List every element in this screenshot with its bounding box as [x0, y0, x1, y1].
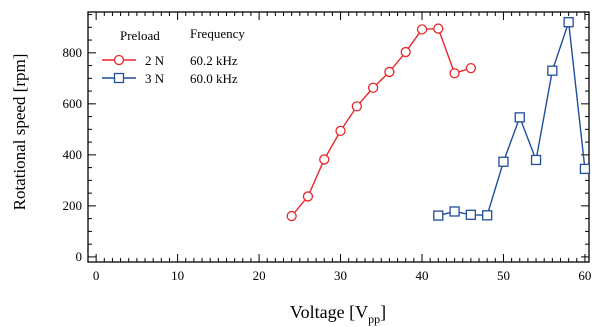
legend: Preload Frequency 2 N 60.2 kHz 3 N 60.0 … — [102, 26, 245, 86]
data-point — [449, 68, 460, 79]
series-line — [438, 21, 586, 217]
data-point — [302, 191, 314, 202]
y-tick-label: 800 — [63, 45, 83, 60]
y-tick-label: 400 — [63, 147, 83, 162]
y-tick-label: 0 — [76, 249, 83, 264]
data-point — [449, 206, 460, 217]
x-axis-label-close: ] — [380, 302, 386, 322]
data-point — [530, 154, 542, 166]
data-point — [384, 66, 395, 78]
data-point — [400, 46, 411, 58]
data-point — [482, 210, 493, 221]
data-point — [498, 156, 509, 167]
data-point — [416, 24, 428, 35]
data-point — [319, 154, 330, 165]
data-point — [286, 210, 297, 222]
data-point — [547, 65, 558, 76]
data-point — [433, 210, 444, 221]
data-point — [465, 62, 477, 74]
legend-series-1-frequency: 60.2 kHz — [190, 53, 238, 68]
x-tick-label: 0 — [93, 268, 100, 283]
x-axis-label: Voltage [Vpp] — [290, 302, 386, 326]
x-tick-label: 40 — [416, 268, 429, 283]
series-line — [291, 27, 472, 217]
data-point — [335, 125, 346, 137]
data-point — [351, 101, 362, 112]
x-axis-label-main: Voltage [V — [290, 302, 368, 322]
x-tick-label: 60 — [578, 268, 591, 283]
x-axis-label-subscript: pp — [368, 312, 380, 326]
y-axis-label: Rotational speed [rpm] — [10, 54, 29, 211]
data-point — [113, 72, 125, 84]
series-2 — [433, 17, 591, 221]
x-tick-label: 30 — [334, 268, 347, 283]
data-point — [113, 54, 125, 66]
legend-series-2-preload: 3 N — [145, 71, 165, 86]
legend-header-frequency: Frequency — [190, 26, 245, 41]
legend-series-2-frequency: 60.0 kHz — [190, 71, 238, 86]
y-tick-label: 200 — [63, 198, 83, 213]
data-point — [367, 82, 379, 93]
legend-header-preload: Preload — [120, 28, 160, 43]
x-tick-label: 50 — [497, 268, 510, 283]
data-point — [465, 209, 477, 220]
data-series — [286, 17, 591, 222]
data-point — [433, 23, 444, 34]
data-point — [579, 163, 591, 175]
legend-series-1-preload: 2 N — [145, 53, 165, 68]
y-tick-label: 600 — [63, 96, 83, 111]
x-tick-label: 10 — [171, 268, 184, 283]
plot-frame — [87, 11, 590, 263]
data-point — [514, 112, 525, 123]
series-1 — [286, 23, 477, 222]
x-tick-label: 20 — [253, 268, 266, 283]
data-point — [563, 17, 574, 28]
